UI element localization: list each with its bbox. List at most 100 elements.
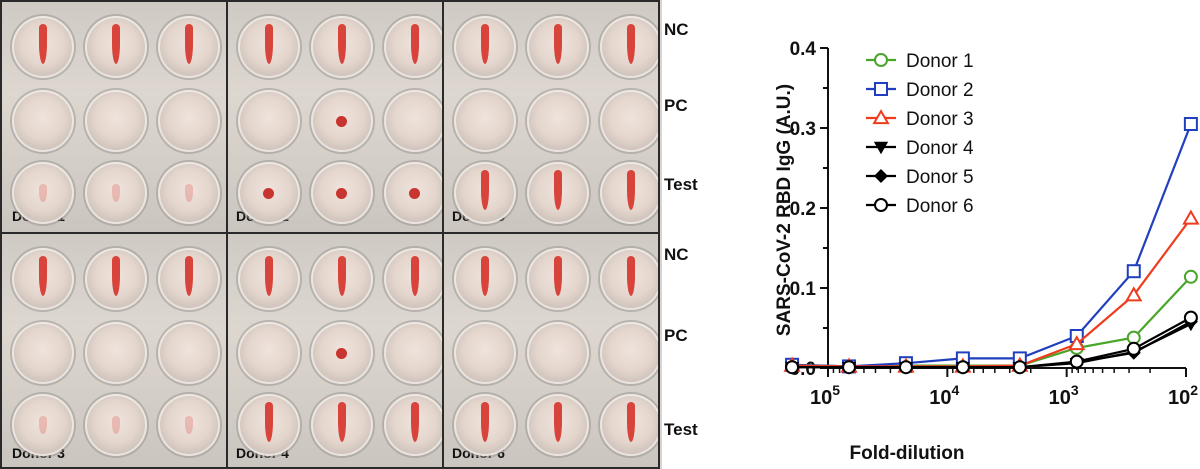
blood-stream bbox=[481, 170, 489, 210]
blood-stream bbox=[39, 184, 47, 202]
series-line bbox=[792, 316, 1192, 369]
plate-well bbox=[454, 16, 516, 78]
data-point bbox=[872, 109, 890, 125]
x-tick-label: 104 bbox=[929, 382, 959, 409]
data-point bbox=[1125, 286, 1143, 302]
blood-stream bbox=[39, 256, 47, 296]
plate-well bbox=[158, 322, 220, 384]
plate-well bbox=[85, 248, 147, 310]
plate-well bbox=[600, 248, 658, 310]
data-point bbox=[873, 168, 889, 184]
blood-stream bbox=[554, 170, 562, 210]
blood-stream bbox=[481, 256, 489, 296]
x-tick-label: 103 bbox=[1049, 382, 1079, 409]
blood-dot bbox=[336, 348, 347, 359]
legend-label: Donor 5 bbox=[906, 167, 974, 188]
blood-stream bbox=[265, 402, 273, 442]
blood-stream bbox=[185, 416, 193, 434]
blood-stream bbox=[185, 24, 193, 64]
blood-dot bbox=[263, 188, 274, 199]
plate-well bbox=[238, 90, 300, 152]
blood-stream bbox=[481, 402, 489, 442]
legend-label: Donor 3 bbox=[906, 109, 974, 130]
blood-stream bbox=[265, 256, 273, 296]
plate-well bbox=[311, 162, 373, 224]
blood-dot bbox=[336, 116, 347, 127]
plate-panel-donor-2: Donor 2 bbox=[226, 0, 444, 234]
blood-dot bbox=[336, 188, 347, 199]
plate-well bbox=[158, 162, 220, 224]
data-point bbox=[1126, 264, 1141, 279]
blood-stream bbox=[627, 170, 635, 210]
data-point bbox=[1069, 354, 1084, 369]
blood-stream bbox=[39, 416, 47, 434]
legend-entry: Donor 6 bbox=[866, 196, 974, 217]
data-point bbox=[1182, 209, 1200, 225]
blood-stream bbox=[185, 184, 193, 202]
plate-well bbox=[311, 394, 373, 456]
series-donor-6 bbox=[785, 310, 1198, 375]
plate-panel-donor-6: Donor 6 bbox=[442, 232, 660, 469]
plate-well bbox=[527, 394, 589, 456]
legend-label: Donor 6 bbox=[906, 196, 974, 217]
data-point bbox=[1183, 310, 1198, 325]
plate-well bbox=[384, 394, 442, 456]
blood-stream bbox=[554, 402, 562, 442]
legend-label: Donor 2 bbox=[906, 80, 974, 101]
plate-well bbox=[527, 322, 589, 384]
data-point bbox=[1126, 341, 1141, 356]
blood-stream bbox=[411, 24, 419, 64]
plate-well bbox=[600, 162, 658, 224]
plate-well bbox=[238, 162, 300, 224]
y-tick-label: 0.3 bbox=[790, 119, 816, 140]
plate-panel-donor-1: Donor 1 bbox=[0, 0, 228, 234]
blood-stream bbox=[627, 24, 635, 64]
plate-panel-donor-4: Donor 4 bbox=[226, 232, 444, 469]
legend-label: Donor 1 bbox=[906, 51, 974, 72]
row-label-nc-top: NC bbox=[664, 20, 689, 39]
legend-label: Donor 4 bbox=[906, 138, 974, 159]
data-point bbox=[1183, 269, 1198, 284]
plate-well bbox=[454, 162, 516, 224]
plate-well bbox=[12, 90, 74, 152]
plate-well bbox=[85, 90, 147, 152]
data-point bbox=[874, 82, 888, 96]
blood-stream bbox=[265, 24, 273, 64]
y-tick-label: 0.1 bbox=[790, 279, 817, 300]
blood-stream bbox=[338, 402, 346, 442]
plate-well bbox=[454, 90, 516, 152]
plate-well bbox=[600, 16, 658, 78]
plate-well bbox=[384, 322, 442, 384]
plate-well bbox=[238, 16, 300, 78]
plate-well bbox=[238, 394, 300, 456]
data-point bbox=[898, 360, 913, 375]
data-point bbox=[873, 141, 889, 155]
blood-stream bbox=[627, 402, 635, 442]
legend-entry: Donor 4 bbox=[866, 138, 974, 159]
blood-stream bbox=[112, 184, 120, 202]
x-tick-label: 102 bbox=[1168, 382, 1198, 409]
blood-stream bbox=[481, 24, 489, 64]
plate-well bbox=[85, 394, 147, 456]
plate-well bbox=[238, 322, 300, 384]
series-line bbox=[792, 123, 1192, 368]
plate-well bbox=[600, 322, 658, 384]
y-axis-label: SARS-CoV-2 RBD IgG (A.U.) bbox=[774, 84, 795, 336]
data-point bbox=[955, 360, 970, 375]
plate-well bbox=[311, 16, 373, 78]
blood-stream bbox=[338, 256, 346, 296]
row-label-nc-bottom: NC bbox=[664, 245, 689, 264]
y-tick-label: 0.2 bbox=[790, 199, 816, 220]
plate-well bbox=[384, 248, 442, 310]
plate-well bbox=[600, 90, 658, 152]
plate-well bbox=[600, 394, 658, 456]
x-axis-label: Fold-dilution bbox=[849, 443, 964, 464]
blood-stream bbox=[411, 402, 419, 442]
blood-stream bbox=[112, 24, 120, 64]
legend-entry: Donor 3 bbox=[866, 109, 974, 130]
legend-entry: Donor 2 bbox=[866, 80, 974, 101]
plate-panel-donor-5: Donor 5 bbox=[442, 0, 660, 234]
plate-panel-donor-3: Donor 3 bbox=[0, 232, 228, 469]
row-label-pc-bottom: PC bbox=[664, 326, 688, 345]
